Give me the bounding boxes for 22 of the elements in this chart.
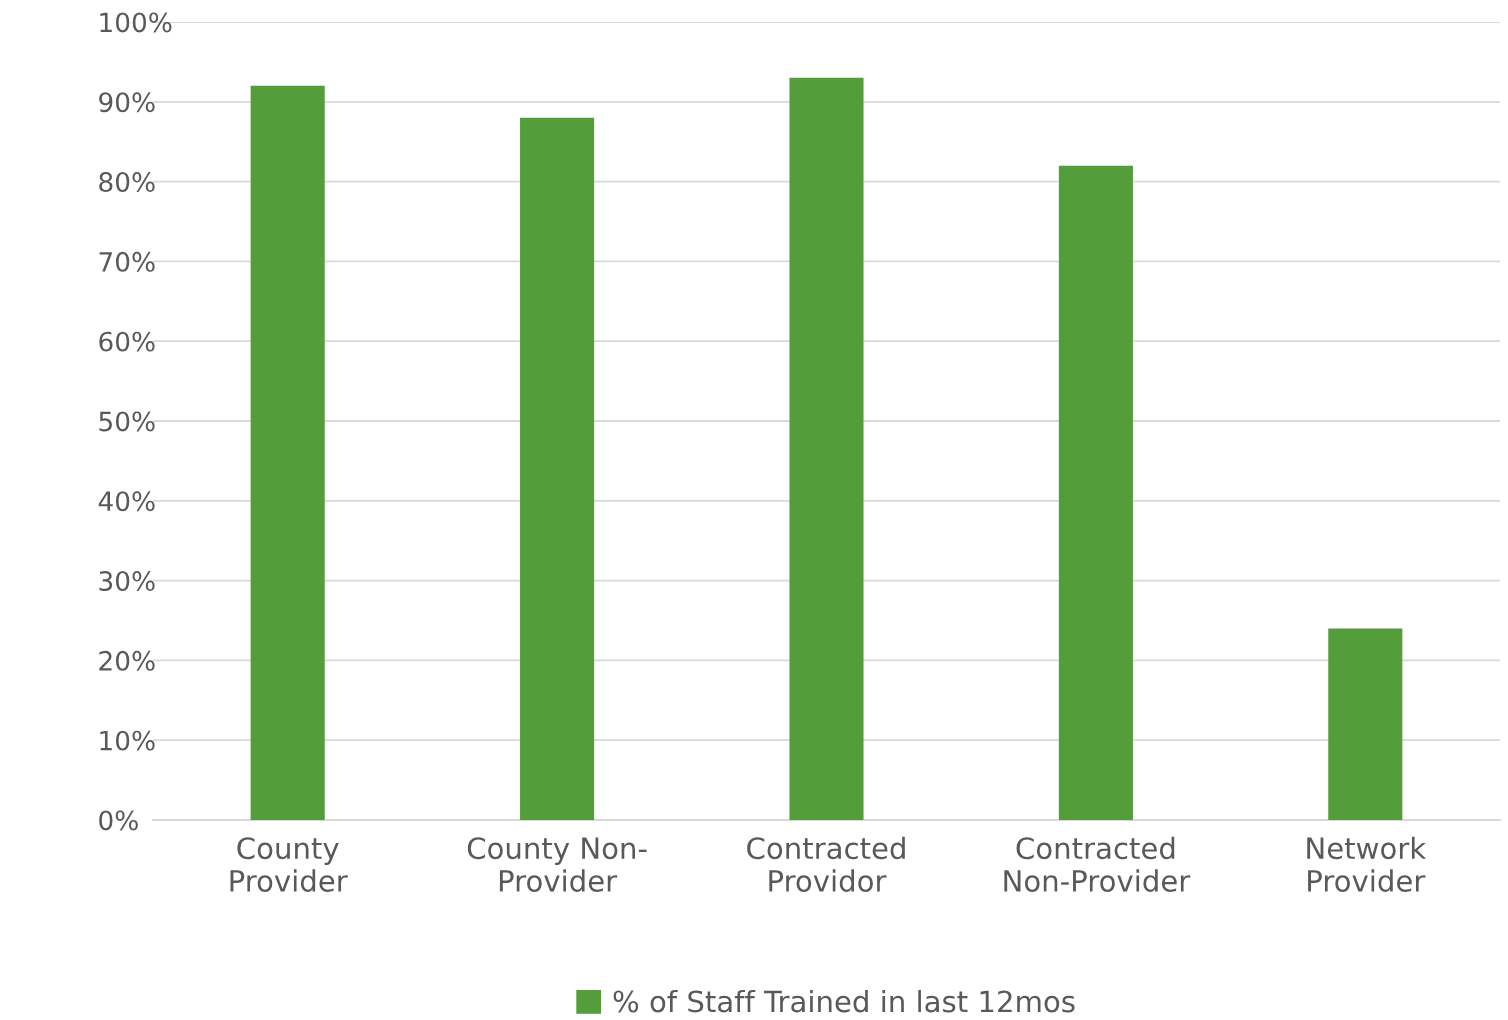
bar (1058, 165, 1133, 820)
y-tick-label: 100% (100, 12, 172, 33)
legend-label: % of Staff Trained in last 12mos (613, 989, 1075, 1013)
bar (1328, 628, 1403, 820)
y-tick-label: 40% (98, 491, 155, 512)
y-tick-label: 50% (99, 411, 155, 432)
y-tick-label: 70% (99, 251, 155, 272)
x-tick-label: Contracted Non-Provider (1004, 836, 1191, 892)
y-tick-label: 60% (99, 331, 155, 352)
y-tick-label: 20% (99, 650, 155, 671)
y-tick-label: 30% (99, 571, 155, 591)
bar (250, 85, 325, 820)
y-tick-label: 0% (99, 810, 138, 831)
y-tick-label: 10% (100, 730, 155, 751)
x-tick-label: Contracted Providor (747, 836, 905, 892)
x-tick-label: County Provider (230, 837, 348, 892)
x-tick-label: County Non- Provider (467, 837, 647, 892)
bar (520, 117, 595, 820)
x-tick-label: Network Provider (1307, 836, 1427, 892)
bar (789, 77, 864, 820)
y-tick-label: 80% (99, 172, 155, 192)
y-tick-label: 90% (99, 92, 155, 113)
